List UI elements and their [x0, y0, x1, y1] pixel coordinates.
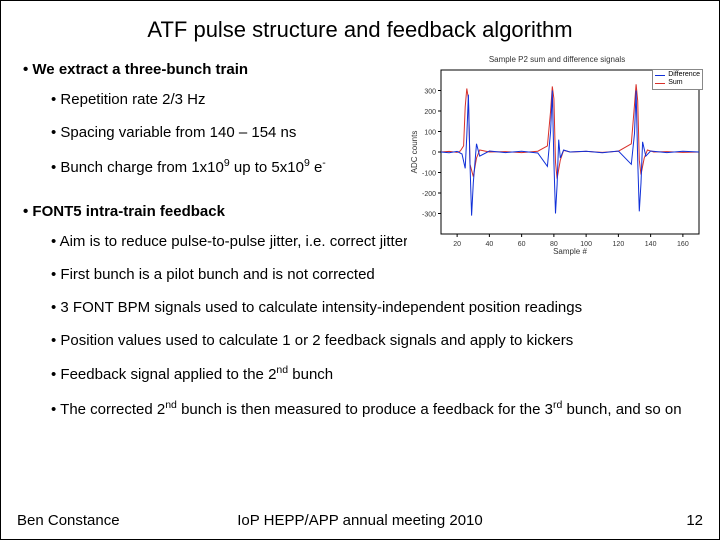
s2-b2: First bunch is a pilot bunch and is not …: [51, 266, 697, 285]
legend-swatch-sum: [655, 83, 665, 84]
section-2-sublist: Aim is to reduce pulse-to-pulse jitter, …: [23, 233, 697, 420]
chart-svg: -300-200-1000100200300204060801001201401…: [407, 66, 707, 256]
s1-b3: Bunch charge from 1x109 up to 5x109 e-: [51, 157, 411, 178]
svg-text:0: 0: [432, 150, 436, 157]
svg-text:40: 40: [485, 241, 493, 248]
section-1-heading: We extract a three-bunch train: [23, 61, 248, 78]
legend-sum: Sum: [655, 79, 700, 87]
legend-label-sum: Sum: [668, 79, 682, 87]
svg-text:-100: -100: [422, 171, 436, 178]
svg-text:-200: -200: [422, 191, 436, 198]
svg-text:-300: -300: [422, 212, 436, 219]
svg-text:300: 300: [424, 89, 436, 96]
slide: ATF pulse structure and feedback algorit…: [0, 0, 720, 540]
chart-legend: Difference Sum: [652, 69, 703, 90]
s2-b6: The corrected 2nd bunch is then measured…: [51, 399, 697, 420]
legend-swatch-diff: [655, 75, 665, 76]
s2-b3: 3 FONT BPM signals used to calculate int…: [51, 299, 697, 318]
slide-content: Sample P2 sum and difference signals -30…: [23, 61, 697, 420]
slide-title: ATF pulse structure and feedback algorit…: [23, 17, 697, 43]
svg-text:100: 100: [424, 130, 436, 137]
slide-footer: Ben Constance IoP HEPP/APP annual meetin…: [17, 512, 703, 529]
svg-text:20: 20: [453, 241, 461, 248]
s2-b4: Position values used to calculate 1 or 2…: [51, 332, 697, 351]
svg-text:ADC counts: ADC counts: [410, 131, 419, 174]
chart-title: Sample P2 sum and difference signals: [407, 55, 707, 64]
s1-b1: Repetition rate 2/3 Hz: [51, 91, 411, 110]
svg-text:140: 140: [645, 241, 657, 248]
footer-page: 12: [686, 512, 703, 529]
s1-b2: Spacing variable from 140 – 154 ns: [51, 124, 411, 143]
svg-text:120: 120: [613, 241, 625, 248]
svg-text:160: 160: [677, 241, 689, 248]
s2-b5: Feedback signal applied to the 2nd bunch: [51, 364, 697, 385]
legend-label-diff: Difference: [668, 71, 700, 79]
svg-text:60: 60: [518, 241, 526, 248]
section-2-heading: FONT5 intra-train feedback: [23, 203, 225, 220]
signal-chart: Sample P2 sum and difference signals -30…: [407, 55, 707, 261]
legend-diff: Difference: [655, 71, 700, 79]
svg-text:Sample #: Sample #: [553, 247, 587, 256]
footer-meeting: IoP HEPP/APP annual meeting 2010: [17, 512, 703, 529]
svg-text:200: 200: [424, 109, 436, 116]
